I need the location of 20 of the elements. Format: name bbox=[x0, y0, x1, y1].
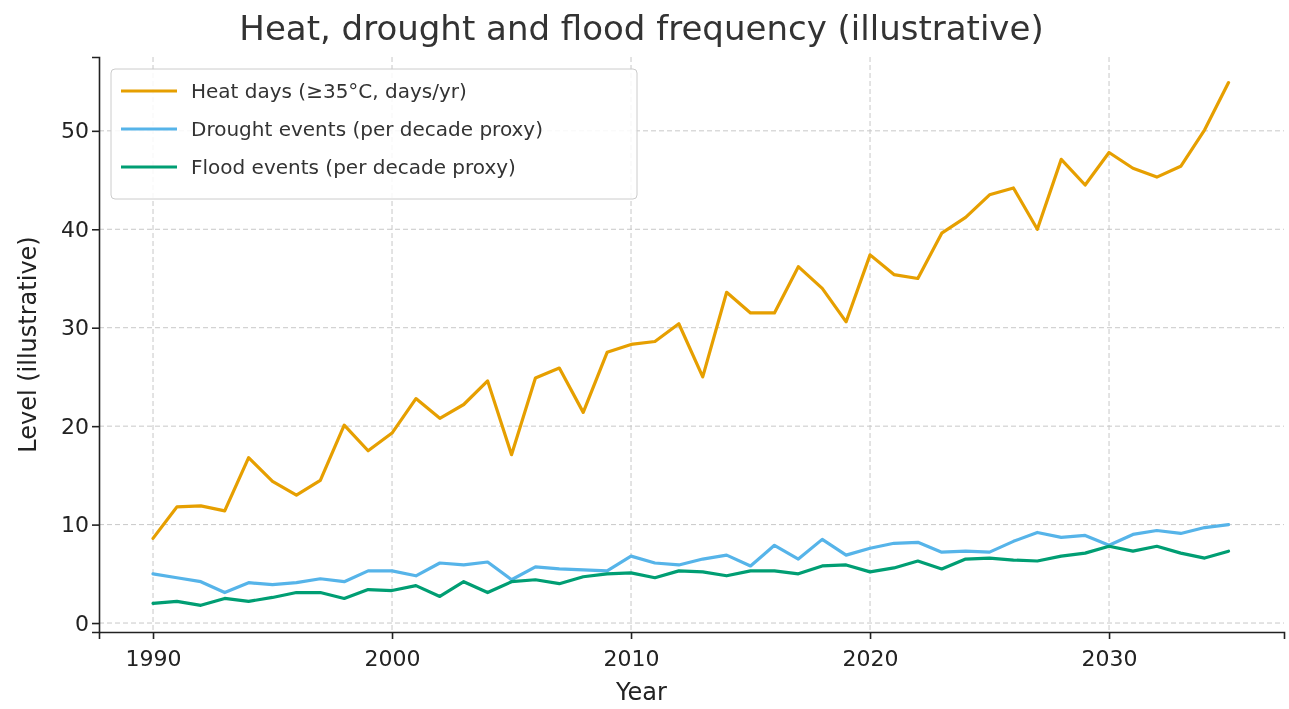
y-tick-label: 0 bbox=[75, 610, 89, 636]
y-tick-label: 40 bbox=[61, 216, 89, 242]
y-tick-label: 30 bbox=[61, 315, 89, 341]
y-axis-title: Level (illustrative) bbox=[14, 236, 42, 453]
y-tick-label: 50 bbox=[61, 118, 89, 144]
line-series bbox=[151, 81, 1231, 540]
legend-label: Heat days (≥35°C, days/yr) bbox=[191, 79, 467, 103]
line-series bbox=[151, 523, 1231, 595]
legend-label: Drought events (per decade proxy) bbox=[191, 117, 543, 141]
line-series bbox=[151, 544, 1231, 607]
x-tick-label: 2000 bbox=[364, 646, 421, 672]
legend-label: Flood events (per decade proxy) bbox=[191, 155, 516, 179]
x-tick-label: 2020 bbox=[842, 646, 899, 672]
y-tick-label: 10 bbox=[61, 512, 89, 538]
x-tick-label: 1990 bbox=[125, 646, 182, 672]
x-axis-title: Year bbox=[615, 678, 668, 706]
chart-title: Heat, drought and flood frequency (illustrative) bbox=[239, 8, 1044, 48]
x-tick-label: 2010 bbox=[603, 646, 660, 672]
y-tick-label: 20 bbox=[61, 413, 89, 439]
x-tick-label: 2030 bbox=[1081, 646, 1138, 672]
